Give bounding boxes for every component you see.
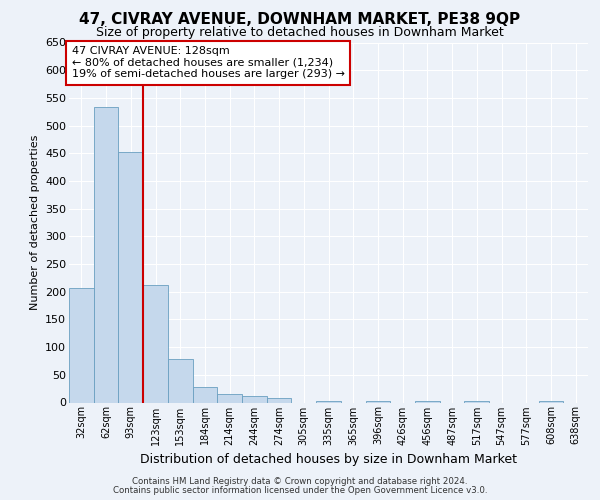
Bar [69, 288, 94, 403]
Bar [193, 387, 217, 402]
Text: 47, CIVRAY AVENUE, DOWNHAM MARKET, PE38 9QP: 47, CIVRAY AVENUE, DOWNHAM MARKET, PE38 … [79, 12, 521, 28]
Y-axis label: Number of detached properties: Number of detached properties [29, 135, 40, 310]
Bar [168, 360, 193, 403]
Bar [365, 401, 390, 402]
Bar [94, 108, 118, 403]
Text: Contains public sector information licensed under the Open Government Licence v3: Contains public sector information licen… [113, 486, 487, 495]
Text: Contains HM Land Registry data © Crown copyright and database right 2024.: Contains HM Land Registry data © Crown c… [132, 477, 468, 486]
Text: 47 CIVRAY AVENUE: 128sqm
← 80% of detached houses are smaller (1,234)
19% of sem: 47 CIVRAY AVENUE: 128sqm ← 80% of detach… [71, 46, 344, 80]
Bar [267, 398, 292, 402]
Bar [217, 394, 242, 402]
Bar [415, 401, 440, 402]
Text: Size of property relative to detached houses in Downham Market: Size of property relative to detached ho… [96, 26, 504, 39]
X-axis label: Distribution of detached houses by size in Downham Market: Distribution of detached houses by size … [140, 453, 517, 466]
Bar [316, 401, 341, 402]
Bar [464, 401, 489, 402]
Bar [242, 396, 267, 402]
Bar [118, 152, 143, 403]
Bar [143, 285, 168, 403]
Bar [539, 401, 563, 402]
